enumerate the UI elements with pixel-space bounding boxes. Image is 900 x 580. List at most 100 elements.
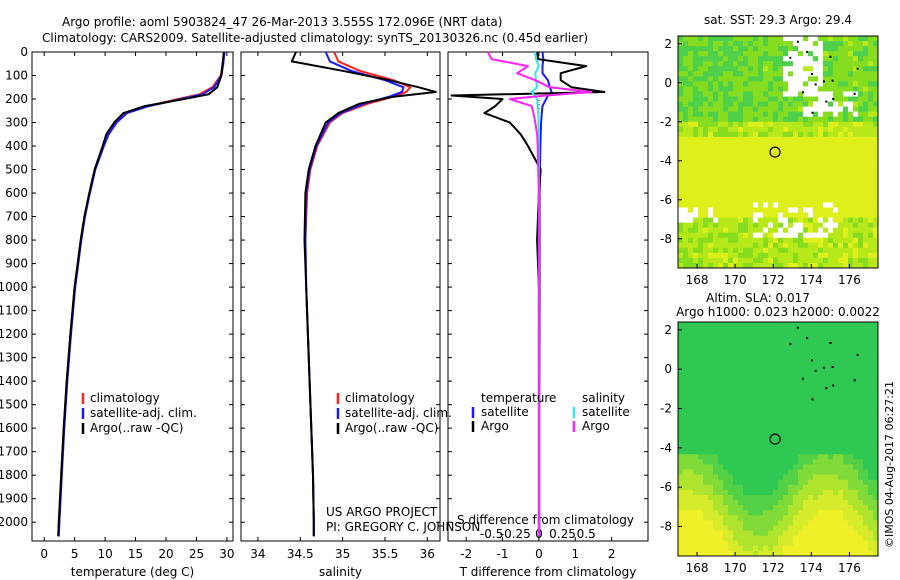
map-cell [783,76,789,82]
legend-label-argo: Argo(..raw -QC) [90,421,183,435]
map-cell [843,197,849,203]
map-cell [793,242,799,249]
map-cell [733,66,739,72]
map-cell [803,525,809,531]
map-cell [798,262,804,269]
map-cell [783,418,789,425]
map-cell [693,131,699,138]
map-cell [748,197,754,203]
map-cell [678,367,684,374]
map-cell [713,439,719,445]
map-cell [753,177,759,183]
map-cell [743,469,749,475]
map-cell [698,505,704,511]
map-cell [763,162,769,168]
map-cell [833,51,839,57]
map-cell [753,454,759,460]
map-cell [793,464,799,470]
map-cell [678,101,684,107]
map-cell [848,489,854,496]
map-cell [718,227,724,233]
map-cell [743,444,749,450]
map-cell [758,362,764,369]
map-cell [703,106,709,112]
map-cell [728,388,734,394]
map-cell [718,550,724,557]
map-cell [698,393,704,399]
map-cell [753,126,759,133]
map-cell [693,454,699,460]
map-cell [808,81,814,87]
map-cell [798,398,804,404]
map-cell [758,515,764,521]
map-cell [868,262,874,269]
map-cell [693,197,699,203]
map-cell [803,515,809,521]
map-cell [803,202,809,208]
map-cell [683,152,689,158]
map-cell [858,327,864,333]
map-cell [738,252,744,259]
map-cell [848,222,854,228]
map-cell [683,347,689,353]
map-cell [733,262,739,269]
temperature-panel: 0100200300400500600700800900100011001200… [0,45,235,579]
map-cell [793,428,799,435]
map-cell [678,362,684,369]
map-cell [843,252,849,259]
map-cell [718,66,724,72]
map-cell [738,500,744,506]
map-cell [838,403,844,409]
map-cell [713,428,719,435]
map-cell [853,337,859,343]
map-cell [748,86,754,92]
map-cell [793,398,799,404]
map-cell [688,433,694,440]
map-cell [703,177,709,183]
map-cell [768,494,774,501]
map-cell [783,413,789,419]
map-cell [823,257,829,264]
map-cell [853,237,859,244]
map-cell [713,418,719,425]
map-cell [833,96,839,102]
map-cell [818,106,824,112]
map-cell [838,177,844,183]
map-cell [708,362,714,369]
map-cell [768,182,774,188]
map-cell [818,56,824,62]
map-cell [763,494,769,501]
map-cell [733,71,739,77]
map-cell [828,439,834,445]
map-cell [843,257,849,264]
map-cell [848,167,854,173]
map-cell [718,515,724,521]
map-cell [768,141,774,148]
map-cell [708,232,714,239]
map-cell [803,342,809,348]
map-cell [718,252,724,259]
map-cell [693,545,699,552]
map-cell [713,515,719,521]
map-cell [733,454,739,460]
map-cell [683,413,689,419]
map-cell [793,182,799,188]
map-cell [873,520,879,526]
map-cell [813,500,819,506]
map-cell [863,520,869,526]
map-cell [678,505,684,511]
map-cell [733,484,739,491]
map-cell [683,377,689,384]
map-cell [758,484,764,491]
map-cell [788,136,794,143]
map-cell [743,86,749,92]
map-cell [858,177,864,183]
map-cell [773,76,779,82]
map-cell [838,545,844,552]
map-cell [853,167,859,173]
map-cell [703,342,709,348]
map-cell [788,352,794,358]
map-cell [788,36,794,42]
map-cell [868,146,874,153]
map-cell [808,505,814,511]
